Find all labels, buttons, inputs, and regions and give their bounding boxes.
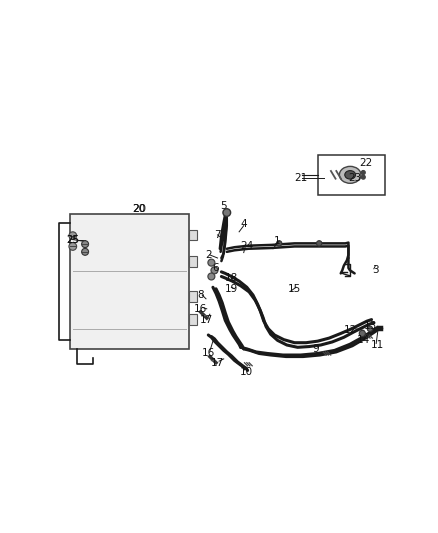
Text: 10: 10	[240, 367, 253, 377]
Circle shape	[276, 241, 282, 246]
Circle shape	[317, 241, 322, 246]
Bar	[189, 291, 197, 302]
Text: 3: 3	[372, 265, 379, 276]
Ellipse shape	[345, 171, 356, 179]
Text: 20: 20	[132, 204, 146, 214]
Text: 16: 16	[201, 348, 215, 358]
Text: 4: 4	[240, 219, 247, 229]
Circle shape	[211, 267, 218, 274]
Text: 18: 18	[225, 273, 238, 283]
Text: 25: 25	[67, 235, 79, 245]
Text: 13: 13	[364, 321, 377, 331]
Text: 24: 24	[240, 241, 254, 252]
Text: 25: 25	[66, 235, 79, 245]
Text: 19: 19	[225, 284, 238, 294]
Text: 7: 7	[214, 230, 221, 240]
Circle shape	[69, 243, 77, 251]
Text: 5: 5	[220, 201, 227, 212]
Circle shape	[69, 232, 77, 239]
Circle shape	[223, 209, 231, 216]
Circle shape	[81, 248, 88, 255]
Text: 17: 17	[199, 314, 212, 325]
Bar	[70, 214, 189, 349]
Circle shape	[361, 175, 365, 179]
Circle shape	[367, 326, 373, 332]
Text: 11: 11	[371, 340, 384, 350]
Text: 8: 8	[197, 290, 204, 300]
Circle shape	[361, 171, 365, 174]
Circle shape	[81, 241, 88, 248]
Circle shape	[208, 259, 215, 266]
Text: 6: 6	[213, 263, 219, 273]
Text: 14: 14	[357, 335, 371, 345]
Bar	[189, 256, 197, 267]
Text: 15: 15	[288, 284, 301, 294]
Bar	[318, 155, 385, 195]
Text: 1: 1	[274, 236, 281, 246]
Bar	[189, 314, 197, 325]
Text: 21: 21	[294, 173, 307, 183]
Ellipse shape	[339, 166, 361, 183]
Circle shape	[208, 273, 215, 280]
Text: 23: 23	[348, 173, 361, 183]
Text: 2: 2	[205, 250, 212, 260]
Text: 17: 17	[211, 358, 224, 368]
Text: 16: 16	[194, 304, 207, 314]
Text: 9: 9	[313, 344, 319, 354]
Circle shape	[359, 330, 365, 336]
Text: 20: 20	[132, 204, 145, 214]
Text: 22: 22	[359, 158, 372, 167]
Text: 12: 12	[343, 325, 357, 335]
Bar	[189, 230, 197, 240]
